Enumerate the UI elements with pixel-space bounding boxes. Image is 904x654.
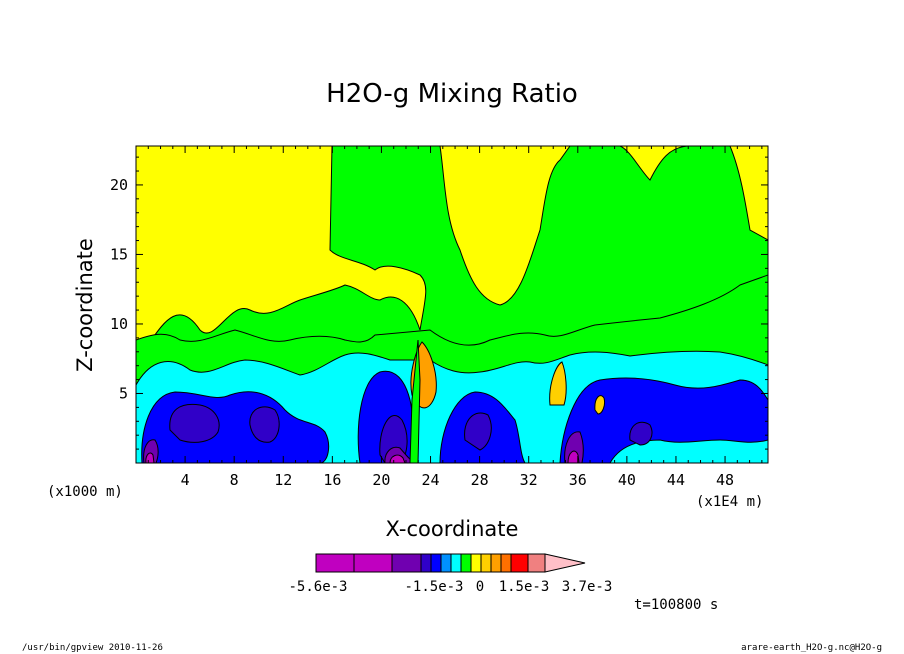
- colorbar-swatch: [470, 553, 482, 573]
- y-axis: 5 10 15 20: [110, 156, 768, 450]
- time-label: t=100800 s: [634, 597, 718, 613]
- x-tick-label: 16: [323, 471, 341, 489]
- colorbar-swatch: [420, 553, 432, 573]
- colorbar-label-1: -1.5e-3: [404, 579, 463, 595]
- colorbar-swatch: [450, 553, 462, 573]
- x-tick-label: 32: [520, 471, 538, 489]
- plot-frame: [135, 145, 769, 464]
- y-tick-label: 15: [110, 245, 128, 263]
- field-region-blue-right: [439, 377, 768, 463]
- field-region-magenta: [145, 450, 580, 463]
- field-region-light-orange: [549, 361, 605, 415]
- x-tick-label: 8: [230, 471, 239, 489]
- colorbar-swatch: [490, 553, 502, 573]
- colorbar-swatch: [353, 553, 393, 573]
- colorbar-swatch: [480, 553, 492, 573]
- x-tick-label: 4: [181, 471, 190, 489]
- x-tick-label: 24: [421, 471, 439, 489]
- colorbar: [315, 553, 586, 573]
- y-tick-label: 5: [119, 384, 128, 402]
- y-tick-label: 20: [110, 176, 128, 194]
- colorbar-swatch: [391, 553, 422, 573]
- x-tick-label: 44: [667, 471, 685, 489]
- x-tick-label: 28: [471, 471, 489, 489]
- plot-area: [136, 146, 768, 463]
- colorbar-swatch: [430, 553, 442, 573]
- footer-right: arare-earth_H2O-g.nc@H2O-g: [741, 643, 882, 653]
- colorbar-swatch: [315, 553, 355, 573]
- colorbar-swatch: [500, 553, 512, 573]
- footer-left: /usr/bin/gpview 2010-11-26: [22, 643, 163, 653]
- colorbar-swatch: [440, 553, 452, 573]
- colorbar-swatch: [460, 553, 472, 573]
- x-axis-label: X-coordinate: [386, 517, 519, 541]
- y-axis-label: Z-coordinate: [73, 238, 97, 372]
- colorbar-swatch: [527, 553, 546, 573]
- chart-title: H2O-g Mixing Ratio: [326, 79, 578, 109]
- x-tick-label: 36: [569, 471, 587, 489]
- field-region-green-spot: [409, 339, 421, 463]
- field-region-deep-blue: [169, 403, 653, 463]
- x-tick-label: 48: [716, 471, 734, 489]
- y-tick-label: 10: [110, 315, 128, 333]
- colorbar-label-4: 3.7e-3: [562, 579, 613, 595]
- colorbar-swatch: [510, 553, 529, 573]
- colorbar-end-triangle: [544, 553, 586, 573]
- x-tick-label: 40: [618, 471, 636, 489]
- colorbar-label-2: 0: [476, 579, 484, 595]
- colorbar-label-3: 1.5e-3: [499, 579, 550, 595]
- x-tick-label: 20: [372, 471, 390, 489]
- x-unit-right-label: (x1E4 m): [696, 494, 763, 510]
- x-tick-label: 12: [274, 471, 292, 489]
- x-unit-left-label: (x1000 m): [47, 484, 123, 500]
- x-axis: 4 8 12 16 20 24 28 32 36 40 44 48: [147, 146, 763, 489]
- colorbar-label-0: -5.6e-3: [288, 579, 347, 595]
